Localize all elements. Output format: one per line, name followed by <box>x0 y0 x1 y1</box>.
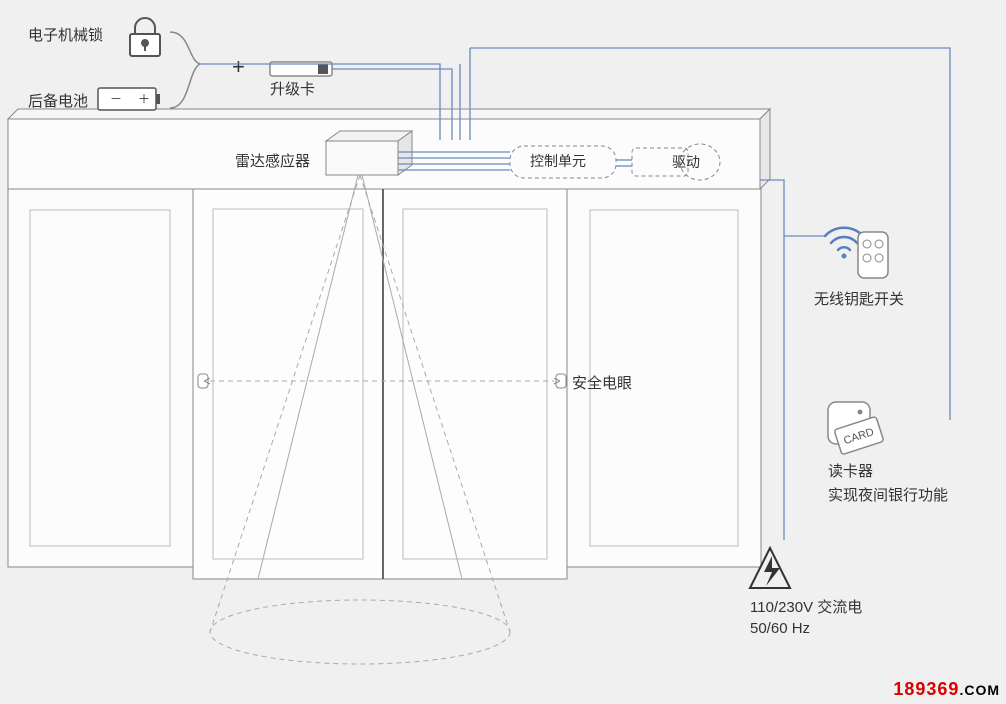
card-reader-label-1: 读卡器 <box>828 460 873 481</box>
radar-cone <box>210 175 510 664</box>
svg-text:－: － <box>110 92 122 106</box>
watermark: 189369.COM <box>893 679 1000 700</box>
battery-label: 后备电池 <box>28 90 88 111</box>
lock-label: 电子机械锁 <box>28 24 103 45</box>
internal-wires <box>398 152 632 170</box>
battery-icon: － ＋ <box>98 88 160 110</box>
ac-label-1: 110/230V 交流电 <box>750 596 862 617</box>
safety-eye-left-icon <box>198 374 208 388</box>
upgrade-card-label: 升级卡 <box>270 78 315 99</box>
ac-label-2: 50/60 Hz <box>750 620 810 637</box>
door-left-fixed <box>8 189 193 567</box>
drive-label: 驱动 <box>672 152 700 172</box>
card-reader-icon: CARD <box>828 402 884 455</box>
svg-text:＋: ＋ <box>138 92 150 106</box>
brace-icon <box>170 32 200 108</box>
radar-sensor-icon <box>326 131 412 175</box>
safety-eye-label: 安全电眼 <box>572 372 632 393</box>
top-wires <box>200 48 950 420</box>
card-reader-label-2: 实现夜间银行功能 <box>828 484 948 505</box>
ac-power-icon <box>750 548 790 588</box>
svg-text:CARD: CARD <box>842 426 875 447</box>
upgrade-card-icon <box>270 62 332 76</box>
remote-key-label: 无线钥匙开关 <box>814 288 904 309</box>
door-right-slide <box>383 189 567 579</box>
control-unit-label: 控制单元 <box>530 151 586 171</box>
safety-eye-right-icon <box>556 374 566 388</box>
header-operator-box <box>8 109 770 189</box>
remote-key-icon <box>825 228 888 278</box>
door-left-slide <box>193 189 383 579</box>
radar-label: 雷达感应器 <box>235 150 310 171</box>
right-wires <box>760 180 826 540</box>
lock-icon <box>130 18 160 56</box>
plus-icon: + <box>232 54 245 79</box>
